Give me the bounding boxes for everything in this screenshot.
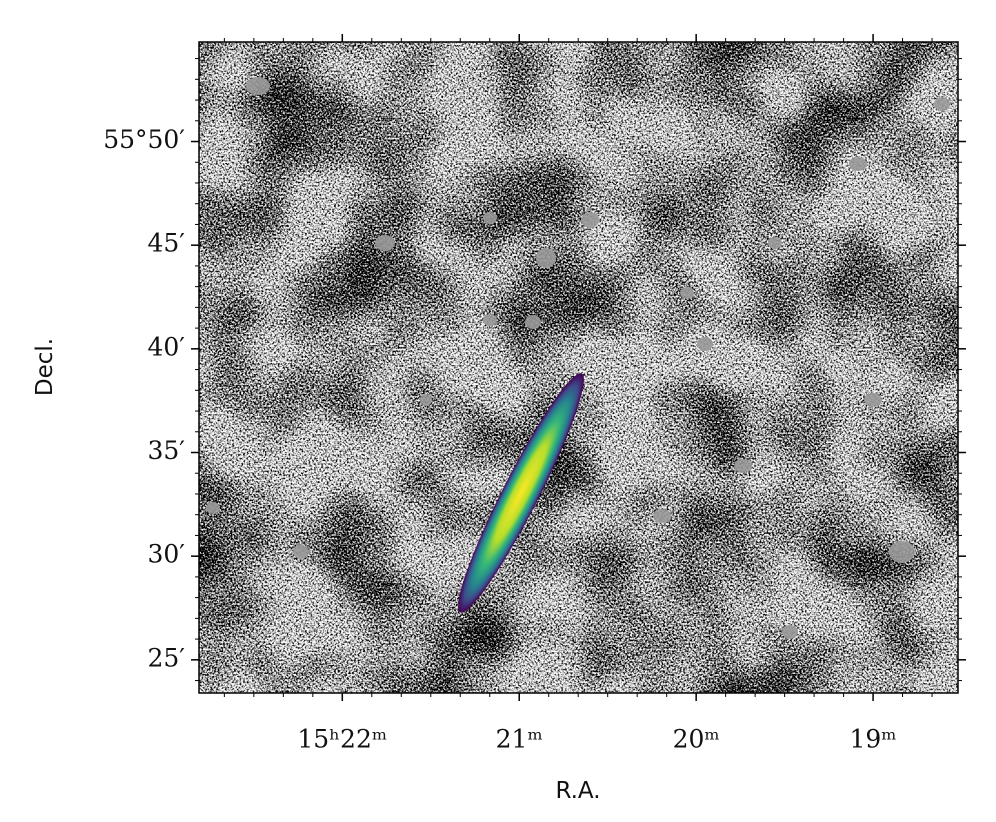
y-tick-label: 35′ bbox=[148, 436, 186, 465]
x-tick-label: 20ᵐ bbox=[673, 725, 720, 754]
x-axis-label: R.A. bbox=[555, 778, 600, 804]
x-tick-label: 21ᵐ bbox=[496, 725, 543, 754]
y-tick-label: 25′ bbox=[148, 643, 186, 672]
x-tick-label: 19ᵐ bbox=[849, 725, 896, 754]
y-tick-label: 40′ bbox=[148, 332, 186, 361]
x-tick-label: 15ʰ22ᵐ bbox=[297, 725, 387, 754]
y-axis-label: Decl. bbox=[32, 338, 58, 396]
sky-image bbox=[199, 42, 958, 693]
y-tick-label: 45′ bbox=[148, 229, 186, 258]
y-tick-label: 30′ bbox=[148, 540, 186, 569]
y-tick-label: 55°50′ bbox=[103, 125, 185, 154]
